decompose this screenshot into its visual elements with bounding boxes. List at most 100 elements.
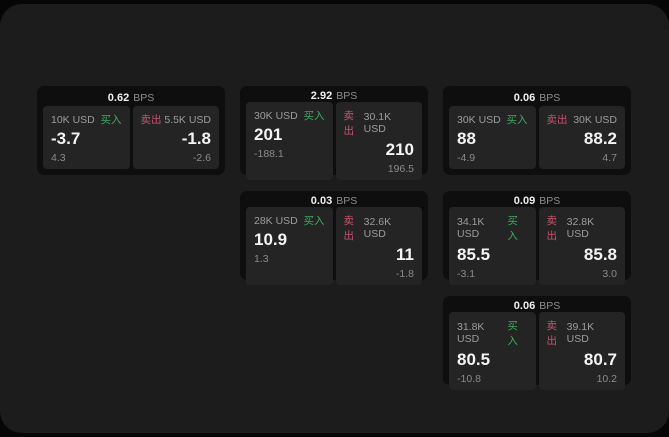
buy-tag: 买入 [303,215,325,227]
quote-card: 0.06 BPS 31.8K USD 买入 80.5 -10.8 卖出 39.1… [443,296,631,390]
sell-panel-header: 卖出 5.5K USD [141,112,212,127]
sell-panel[interactable]: 卖出 32.6K USD 11 -1.8 [335,207,422,285]
quote-panels: 34.1K USD 买入 85.5 -3.1 卖出 32.8K USD 85.8… [449,207,625,285]
sell-price: 88.2 [583,129,617,148]
bps-header: 0.09 BPS [449,195,625,207]
quote-panels: 30K USD 买入 201 -188.1 卖出 30.1K USD 210 1… [246,102,422,180]
buy-panel-header: 30K USD 买入 [457,112,528,127]
buy-sub-value: -188.1 [254,148,284,160]
sell-panel-header: 卖出 39.1K USD [547,318,618,348]
sell-size: 5.5K USD [164,113,211,126]
bps-unit-label: BPS [133,92,155,104]
buy-price: 201 [254,125,283,144]
sell-tag: 卖出 [140,114,162,126]
buy-size: 10K USD [51,113,95,126]
sell-price: 80.7 [583,350,617,369]
buy-panel[interactable]: 30K USD 买入 88 -4.9 [449,106,536,169]
buy-size: 30K USD [254,109,298,122]
quote-card: 0.03 BPS 28K USD 买入 10.9 1.3 卖出 32.6K US… [240,191,428,285]
buy-panel-header: 28K USD 买入 [254,213,325,228]
bps-unit-label: BPS [539,195,561,207]
bps-value: 2.92 [310,90,333,102]
buy-size: 28K USD [254,214,298,227]
bps-value: 0.06 [513,92,536,104]
bps-value: 0.62 [107,92,130,104]
bps-header: 2.92 BPS [246,90,422,102]
buy-panel-header: 34.1K USD 买入 [457,213,528,243]
sell-size: 39.1K USD [566,321,595,345]
sell-sub-value: -1.8 [395,268,414,280]
sell-price: 85.8 [583,245,617,264]
buy-panel-header: 31.8K USD 买入 [457,318,528,348]
sell-panel-header: 卖出 32.8K USD [547,213,618,243]
bps-unit-label: BPS [539,300,561,312]
sell-sub-value: -2.6 [192,152,211,164]
buy-sub-value: 4.3 [51,152,66,164]
sell-size: 30.1K USD [363,111,392,135]
sell-size: 30K USD [573,113,617,126]
buy-panel[interactable]: 31.8K USD 买入 80.5 -10.8 [449,312,536,390]
sell-price: -1.8 [181,129,211,148]
bps-value: 0.03 [310,195,333,207]
quote-card: 0.06 BPS 30K USD 买入 88 -4.9 卖出 30K USD 8… [443,86,631,175]
quote-panels: 10K USD 买入 -3.7 4.3 卖出 5.5K USD -1.8 -2.… [43,106,219,169]
buy-tag: 买入 [507,215,518,242]
quote-panels: 28K USD 买入 10.9 1.3 卖出 32.6K USD 11 -1.8 [246,207,422,285]
buy-panel-header: 30K USD 买入 [254,108,325,123]
buy-sub-value: -4.9 [457,152,476,164]
bps-unit-label: BPS [336,90,358,102]
sell-panel[interactable]: 卖出 39.1K USD 80.7 10.2 [538,312,625,390]
sell-tag: 卖出 [343,215,355,242]
sell-panel[interactable]: 卖出 30K USD 88.2 4.7 [538,106,625,169]
sell-price: 11 [396,245,414,264]
sell-sub-value: 10.2 [596,373,617,385]
quote-panels: 31.8K USD 买入 80.5 -10.8 卖出 39.1K USD 80.… [449,312,625,390]
buy-sub-value: -3.1 [457,268,476,280]
sell-panel[interactable]: 卖出 30.1K USD 210 196.5 [335,102,422,180]
bps-header: 0.03 BPS [246,195,422,207]
quote-card: 2.92 BPS 30K USD 买入 201 -188.1 卖出 30.1K … [240,86,428,180]
buy-panel[interactable]: 30K USD 买入 201 -188.1 [246,102,333,180]
cards-grid: 0.62 BPS 10K USD 买入 -3.7 4.3 卖出 5.5K USD… [37,86,631,390]
bps-unit-label: BPS [336,195,358,207]
buy-tag: 买入 [506,114,528,126]
sell-sub-value: 3.0 [602,268,617,280]
sell-tag: 卖出 [546,215,558,242]
sell-price: 210 [385,140,414,159]
sell-sub-value: 4.7 [602,152,617,164]
buy-panel[interactable]: 28K USD 买入 10.9 1.3 [246,207,333,285]
buy-sub-value: -10.8 [457,373,481,385]
buy-price: 85.5 [457,245,491,264]
sell-panel[interactable]: 卖出 32.8K USD 85.8 3.0 [538,207,625,285]
buy-price: -3.7 [51,129,81,148]
sell-tag: 卖出 [546,114,568,126]
bps-value: 0.06 [513,300,536,312]
buy-price: 10.9 [254,230,288,249]
sell-panel[interactable]: 卖出 5.5K USD -1.8 -2.6 [132,106,219,169]
sell-tag: 卖出 [343,110,355,137]
sell-panel-header: 卖出 30.1K USD [344,108,415,138]
buy-sub-value: 1.3 [254,253,269,265]
bps-header: 0.62 BPS [43,90,219,106]
buy-size: 30K USD [457,113,501,126]
quote-card: 0.09 BPS 34.1K USD 买入 85.5 -3.1 卖出 32.8K… [443,191,631,285]
quote-panels: 30K USD 买入 88 -4.9 卖出 30K USD 88.2 4.7 [449,106,625,169]
buy-panel[interactable]: 10K USD 买入 -3.7 4.3 [43,106,130,169]
sell-tag: 卖出 [546,320,558,347]
sell-sub-value: 196.5 [387,163,414,175]
app-page: 0.62 BPS 10K USD 买入 -3.7 4.3 卖出 5.5K USD… [0,4,669,433]
buy-panel[interactable]: 34.1K USD 买入 85.5 -3.1 [449,207,536,285]
buy-panel-header: 10K USD 买入 [51,112,122,127]
buy-tag: 买入 [507,320,518,347]
buy-size: 34.1K USD [457,216,485,240]
bps-header: 0.06 BPS [449,300,625,312]
buy-tag: 买入 [100,114,122,126]
buy-tag: 买入 [303,110,325,122]
sell-panel-header: 卖出 30K USD [547,112,618,127]
bps-header: 0.06 BPS [449,90,625,106]
sell-panel-header: 卖出 32.6K USD [344,213,415,243]
sell-size: 32.6K USD [363,216,392,240]
quote-card: 0.62 BPS 10K USD 买入 -3.7 4.3 卖出 5.5K USD… [37,86,225,175]
bps-unit-label: BPS [539,92,561,104]
sell-size: 32.8K USD [566,216,595,240]
